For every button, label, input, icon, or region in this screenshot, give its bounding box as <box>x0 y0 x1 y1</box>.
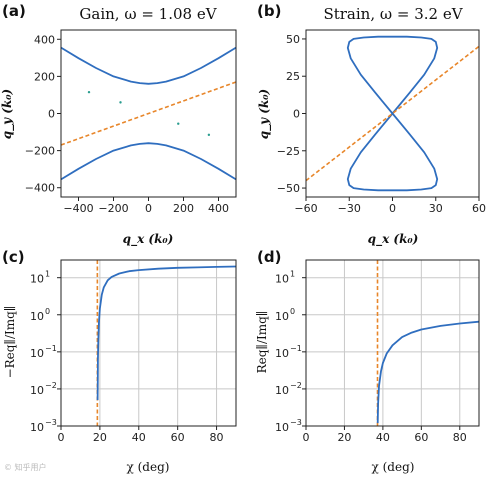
panel-b-ylabel: q_y (k₀) <box>257 89 272 139</box>
panel-d-label: (d) <box>257 248 281 266</box>
panel-d-xtick-label: 0 <box>303 431 310 444</box>
panel-b-xtick-label: 0 <box>389 202 396 215</box>
panel-c-frame <box>60 259 237 427</box>
panel-a-xtick-label: 0 <box>145 202 152 215</box>
watermark: © 知乎用户 <box>4 462 47 472</box>
panel-b-ytick-label: 25 <box>286 70 300 83</box>
panel-a-series-2 <box>61 81 236 146</box>
panel-a-point-3 <box>207 133 211 137</box>
panel-d-xtick-label: 60 <box>414 431 428 444</box>
panel-a-ylabel: q_y (k₀) <box>0 89 15 139</box>
panel-d-plot-area <box>376 260 479 426</box>
panel-c-ylabel: −Req∥/Imq∥ <box>3 306 17 379</box>
panel-a-series-0 <box>61 46 236 85</box>
panel-c-ytick-exp: −2 <box>45 381 57 390</box>
panel-b-xtick-label: 60 <box>472 202 486 215</box>
panel-d-ytick-exp: −3 <box>290 418 302 427</box>
panel-d-ylabel: Req∥/Imq∥ <box>255 311 269 374</box>
panel-b-ytick-label: 0 <box>293 108 300 121</box>
panel-d-ytick-exp: −2 <box>290 381 302 390</box>
panel-a-xtick-label: 400 <box>208 202 229 215</box>
panel-a-xtick-label: −400 <box>63 202 93 215</box>
panel-a-point-0 <box>87 90 91 94</box>
panel-d-ytick-label: 10 <box>275 273 289 286</box>
panel-c-xtick-label: 80 <box>210 431 224 444</box>
panel-c-ytick-exp: −1 <box>45 344 57 353</box>
panel-a-title: Gain, ω = 1.08 eV <box>79 5 217 23</box>
panel-c-ytick-label: 10 <box>30 384 44 397</box>
panel-a-ytick-label: 200 <box>34 70 55 83</box>
panel-c-ytick-label: 10 <box>30 273 44 286</box>
panel-b-series-0 <box>346 35 439 192</box>
panel-a: (a) Gain, ω = 1.08 eV q_x (k₀) q_y (k₀) … <box>0 2 237 247</box>
panel-c-xtick-label: 60 <box>171 431 185 444</box>
panel-c-ytick-exp: 1 <box>45 270 50 279</box>
panel-d-ytick-exp: 1 <box>290 270 295 279</box>
panel-a-point-1 <box>119 101 122 104</box>
panel-c-label: (c) <box>2 248 25 266</box>
panel-c-series-0 <box>96 265 236 401</box>
panel-d-frame <box>305 259 480 427</box>
panel-b: (b) Strain, ω = 3.2 eV q_x (k₀) q_y (k₀)… <box>257 2 486 247</box>
panel-a-ytick-label: −400 <box>25 182 55 195</box>
panel-a-series-1 <box>61 142 236 181</box>
panel-a-xtick-label: −200 <box>98 202 128 215</box>
panel-d-xlabel: χ (deg) <box>372 460 415 474</box>
panel-a-label: (a) <box>2 2 26 20</box>
panel-a-xlabel: q_x (k₀) <box>123 232 174 247</box>
panel-b-xtick-label: 30 <box>429 202 443 215</box>
panel-a-ytick-label: −200 <box>25 145 55 158</box>
panel-c-xlabel: χ (deg) <box>127 460 170 474</box>
panel-b-xtick-label: −30 <box>338 202 361 215</box>
panel-c-ytick-label: 10 <box>30 421 44 434</box>
panel-d-ytick-label: 10 <box>275 347 289 360</box>
panel-c-xtick-label: 20 <box>93 431 107 444</box>
panel-c-ytick-label: 10 <box>30 310 44 323</box>
panel-c-ytick-exp: 0 <box>45 307 50 316</box>
panel-b-plot-area <box>306 35 479 192</box>
panel-b-xtick-label: −60 <box>294 202 317 215</box>
panel-d-ytick-label: 10 <box>275 421 289 434</box>
panel-d-ytick-label: 10 <box>275 384 289 397</box>
panel-b-ytick-label: −50 <box>277 182 300 195</box>
panel-a-plot-area <box>61 46 236 181</box>
panel-b-series-1 <box>306 45 479 182</box>
panel-c-xtick-label: 40 <box>132 431 146 444</box>
panel-b-ytick-label: −25 <box>277 145 300 158</box>
panel-c-plot-area <box>96 260 236 426</box>
panel-c-xtick-label: 0 <box>58 431 65 444</box>
panel-d-xtick-label: 40 <box>376 431 390 444</box>
panel-b-xlabel: q_x (k₀) <box>368 232 419 247</box>
panel-b-label: (b) <box>257 2 281 20</box>
panel-d-ytick-label: 10 <box>275 310 289 323</box>
panel-d-ytick-exp: −1 <box>290 344 302 353</box>
panel-a-ytick-label: 0 <box>48 108 55 121</box>
panel-c-ytick-exp: −3 <box>45 418 57 427</box>
panel-d-series-0 <box>376 320 479 424</box>
panel-b-ytick-label: 50 <box>286 33 300 46</box>
panel-b-title: Strain, ω = 3.2 eV <box>323 5 463 23</box>
panel-d-xtick-label: 80 <box>453 431 467 444</box>
panel-d-xtick-label: 20 <box>337 431 351 444</box>
panel-a-xtick-label: 200 <box>173 202 194 215</box>
panel-a-ytick-label: 400 <box>34 33 55 46</box>
panel-a-point-2 <box>177 122 180 125</box>
panel-c-ytick-label: 10 <box>30 347 44 360</box>
panel-d-ytick-exp: 0 <box>290 307 295 316</box>
